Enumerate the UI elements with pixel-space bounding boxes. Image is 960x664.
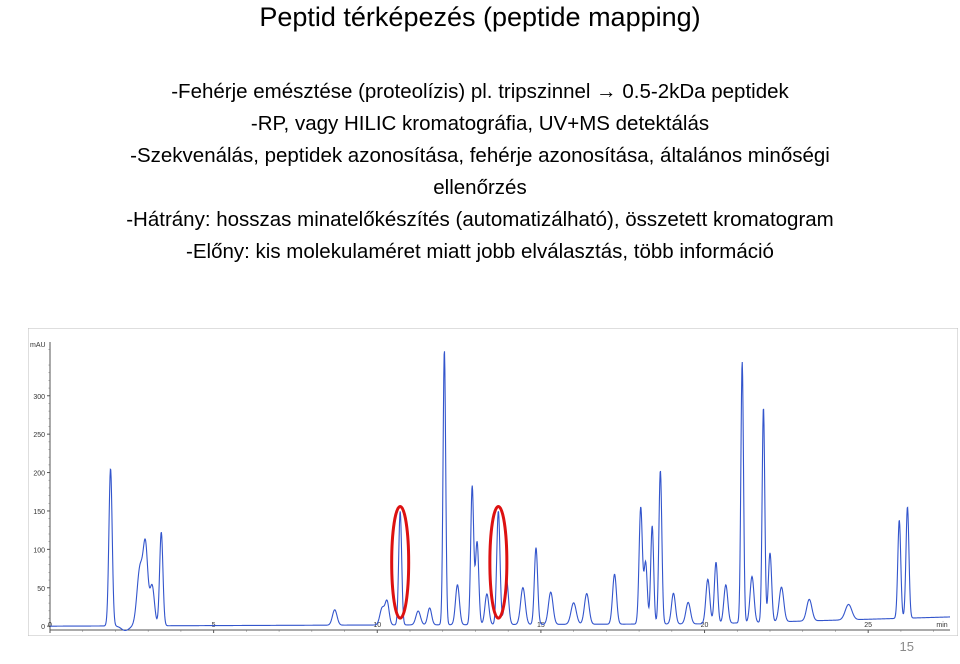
bullet-list: -Fehérje emésztése (proteolízis) pl. tri…: [10, 76, 950, 268]
bullet-line: -Előny: kis molekulaméret miatt jobb elv…: [186, 240, 774, 263]
chromatogram-trace: [50, 351, 951, 632]
y-tick-label: 50: [37, 586, 45, 593]
y-tick-label: 250: [33, 432, 45, 439]
highlight-ellipse: [390, 504, 411, 620]
bullet-line: -RP, vagy HILIC kromatográfia, UV+MS det…: [250, 112, 710, 135]
y-tick-label: 100: [33, 547, 45, 554]
x-tick-label: 0: [48, 622, 52, 629]
y-tick-label: 0: [41, 624, 45, 631]
bullet-line: -Hátrány: hosszas minatelőkészítés (auto…: [126, 208, 834, 231]
x-tick-label: 15: [537, 622, 545, 629]
x-tick-label: 10: [373, 622, 381, 629]
bullet-line: -Szekvenálás, peptidek azonosítása, fehé…: [130, 144, 830, 167]
y-tick-label: 150: [33, 509, 45, 516]
y-tick-label: 200: [33, 471, 45, 478]
chromatogram-chart: 0 50 100 150 200 250 300 0 5 10 15 20 25 mAU min: [27, 327, 959, 637]
y-tick-label: 300: [33, 394, 45, 401]
x-axis-unit: min: [936, 622, 947, 629]
x-tick-label: 20: [701, 622, 709, 629]
x-tick-label: 25: [864, 622, 872, 629]
y-axis-unit: mAU: [30, 342, 46, 349]
bullet-line: ellenőrzés: [433, 176, 527, 199]
highlight-ellipse: [488, 504, 509, 620]
bullet-line: -Fehérje emésztése (proteolízis) pl. tri…: [171, 80, 789, 103]
page-number: 15: [899, 639, 914, 654]
slide-title: Peptid térképezés (peptide mapping): [259, 2, 701, 32]
chart-frame: [27, 327, 959, 637]
